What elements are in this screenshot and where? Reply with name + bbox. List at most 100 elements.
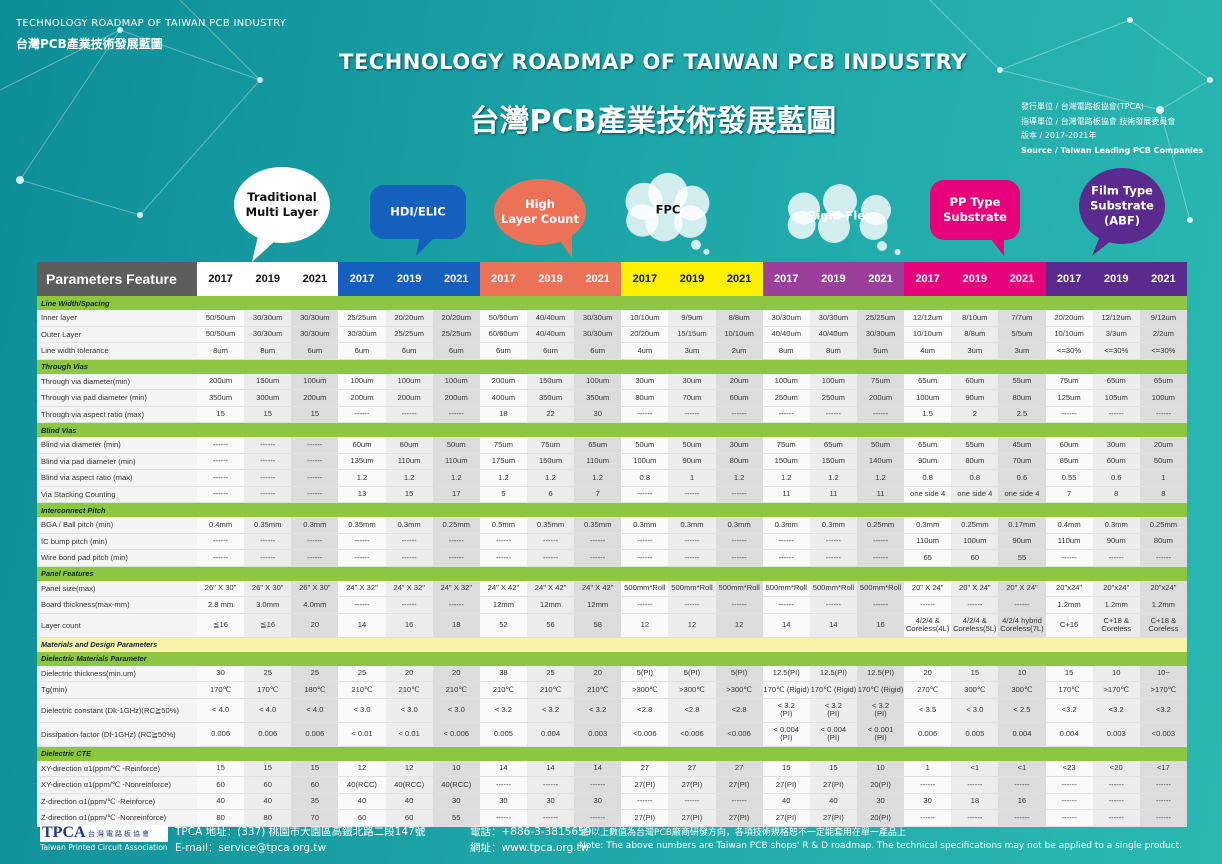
cell: 12/12um bbox=[904, 310, 952, 327]
cell: < 3.0 bbox=[951, 698, 999, 723]
data-row: Inner layer 50/50um 30/30um 30/30um 25/25um 2… bbox=[37, 310, 1187, 327]
cell: 0.004 bbox=[1045, 722, 1093, 747]
cell: 100um bbox=[904, 389, 952, 407]
cell: 2 bbox=[951, 406, 999, 423]
cell: 50/50um bbox=[479, 310, 527, 327]
cell: ------ bbox=[668, 549, 716, 567]
cell: 30/30um bbox=[574, 326, 622, 343]
cell: ------ bbox=[668, 596, 716, 614]
cell: < 3.0 bbox=[432, 698, 480, 723]
cell: ------ bbox=[1045, 793, 1093, 810]
group-label: Rigid-Flex bbox=[807, 208, 873, 223]
cell: 350um bbox=[526, 389, 575, 407]
cell: 20" X 24" bbox=[998, 580, 1046, 597]
cell: 14 bbox=[479, 760, 527, 777]
cell: 170℃ bbox=[244, 681, 292, 699]
cell: 9/9um bbox=[668, 310, 716, 327]
cell: 12.5(PI) bbox=[762, 665, 810, 682]
cell: 0.4mm bbox=[197, 517, 245, 534]
year-header: 2017 bbox=[904, 262, 952, 296]
cell: 26" X 30" bbox=[291, 580, 339, 597]
cell: ------ bbox=[951, 596, 999, 614]
cell: ------ bbox=[809, 406, 857, 423]
section-row: Dielectric CTE bbox=[37, 746, 1187, 761]
cell: 20/20um bbox=[621, 326, 669, 343]
cell: 270℃ bbox=[904, 681, 952, 699]
title-zh: 台灣PCB產業技術發展藍圖 bbox=[469, 104, 837, 139]
cell: ------ bbox=[574, 776, 622, 794]
cell: 25/25um bbox=[856, 310, 905, 327]
data-row: BGA / Ball pitch (min) 0.4mm 0.35mm 0.3mm 0.… bbox=[37, 517, 1187, 534]
cell: 60 bbox=[291, 776, 339, 794]
cell: 20 bbox=[574, 665, 622, 682]
cell: 4um bbox=[621, 342, 669, 360]
row-label: XY-direction α1(ppm/℃ -Reinforce) bbox=[37, 760, 197, 777]
cell: <3.2 bbox=[1139, 698, 1187, 723]
cell: 20/20um bbox=[385, 310, 433, 327]
cell: ------ bbox=[291, 486, 339, 503]
cell: 80 bbox=[244, 809, 292, 827]
cell: 0.004 bbox=[526, 722, 575, 747]
row-label: Wire bond pad pitch (min) bbox=[37, 549, 197, 567]
cell: 40 bbox=[338, 793, 386, 810]
cell: 0.004 bbox=[998, 722, 1046, 747]
cell: 60 bbox=[244, 776, 292, 794]
year-header: 2017 bbox=[1045, 262, 1093, 296]
cell: 18 bbox=[951, 793, 999, 810]
cell: ≦16 bbox=[244, 613, 292, 638]
cell: 30/30um bbox=[809, 310, 857, 327]
bubble-tail bbox=[252, 236, 276, 262]
cell: >170℃ bbox=[1092, 681, 1140, 699]
cell: ------ bbox=[432, 596, 480, 614]
cell: 500mm*Roll bbox=[668, 580, 716, 597]
cell: 0.8 bbox=[951, 469, 999, 487]
cell: 75um bbox=[526, 437, 575, 454]
cell: ------ bbox=[856, 596, 905, 614]
cell: <0.006 bbox=[668, 722, 716, 747]
cell: 30 bbox=[479, 793, 527, 810]
cell: 105um bbox=[1092, 389, 1140, 407]
cell: ------ bbox=[338, 596, 386, 614]
cell: 100um bbox=[762, 373, 810, 390]
cell: ------ bbox=[197, 486, 245, 503]
cell: 30/30um bbox=[244, 326, 292, 343]
cell: 125um bbox=[1045, 389, 1093, 407]
cell: ------ bbox=[526, 549, 575, 567]
section-row: Interconnect Pitch bbox=[37, 502, 1187, 517]
cell: 90um bbox=[904, 453, 952, 470]
cell: 8/8um bbox=[951, 326, 999, 343]
cell: 30/30um bbox=[291, 310, 339, 327]
cell: ------ bbox=[951, 776, 999, 794]
cell: 20"x24" bbox=[1045, 580, 1093, 597]
cell: 50um bbox=[856, 437, 905, 454]
cell: 80um bbox=[951, 453, 999, 470]
cell: 26" X 30" bbox=[244, 580, 292, 597]
cell: 0.005 bbox=[951, 722, 999, 747]
cell: ------ bbox=[951, 809, 999, 827]
cell: 11 bbox=[856, 486, 905, 503]
cell: 12 bbox=[338, 760, 386, 777]
cell: 0.25mm bbox=[432, 517, 480, 534]
cell: < 4.0 bbox=[244, 698, 292, 723]
cell: 6um bbox=[479, 342, 527, 360]
cell: 30um bbox=[1092, 437, 1140, 454]
cell: 20(PI) bbox=[856, 809, 905, 827]
cell: 10/10um bbox=[1045, 326, 1093, 343]
row-label: Through via pad diameter (min) bbox=[37, 389, 197, 407]
cell: 65um bbox=[1092, 373, 1140, 390]
data-row: Layer count ≦16 ≦16 20 14 16 18 52 56 58 12 12 12 14 1… bbox=[37, 613, 1187, 638]
cell: 12 bbox=[668, 613, 716, 638]
year-header: 2019 bbox=[668, 262, 716, 296]
cell: 1 bbox=[904, 760, 952, 777]
cell: 20 bbox=[904, 665, 952, 682]
row-label: Dielectric thickness(min.um) bbox=[37, 665, 197, 682]
cell: 20 bbox=[385, 665, 433, 682]
cell: 200um bbox=[338, 389, 386, 407]
bubble-tail bbox=[416, 236, 436, 256]
cell: 24" X 42" bbox=[574, 580, 622, 597]
cell: 15 bbox=[951, 665, 999, 682]
cell: <0.006 bbox=[715, 722, 763, 747]
row-label: Through via diameter(min) bbox=[37, 373, 197, 390]
cell: 55 bbox=[432, 809, 480, 827]
cell: 22 bbox=[526, 406, 575, 423]
